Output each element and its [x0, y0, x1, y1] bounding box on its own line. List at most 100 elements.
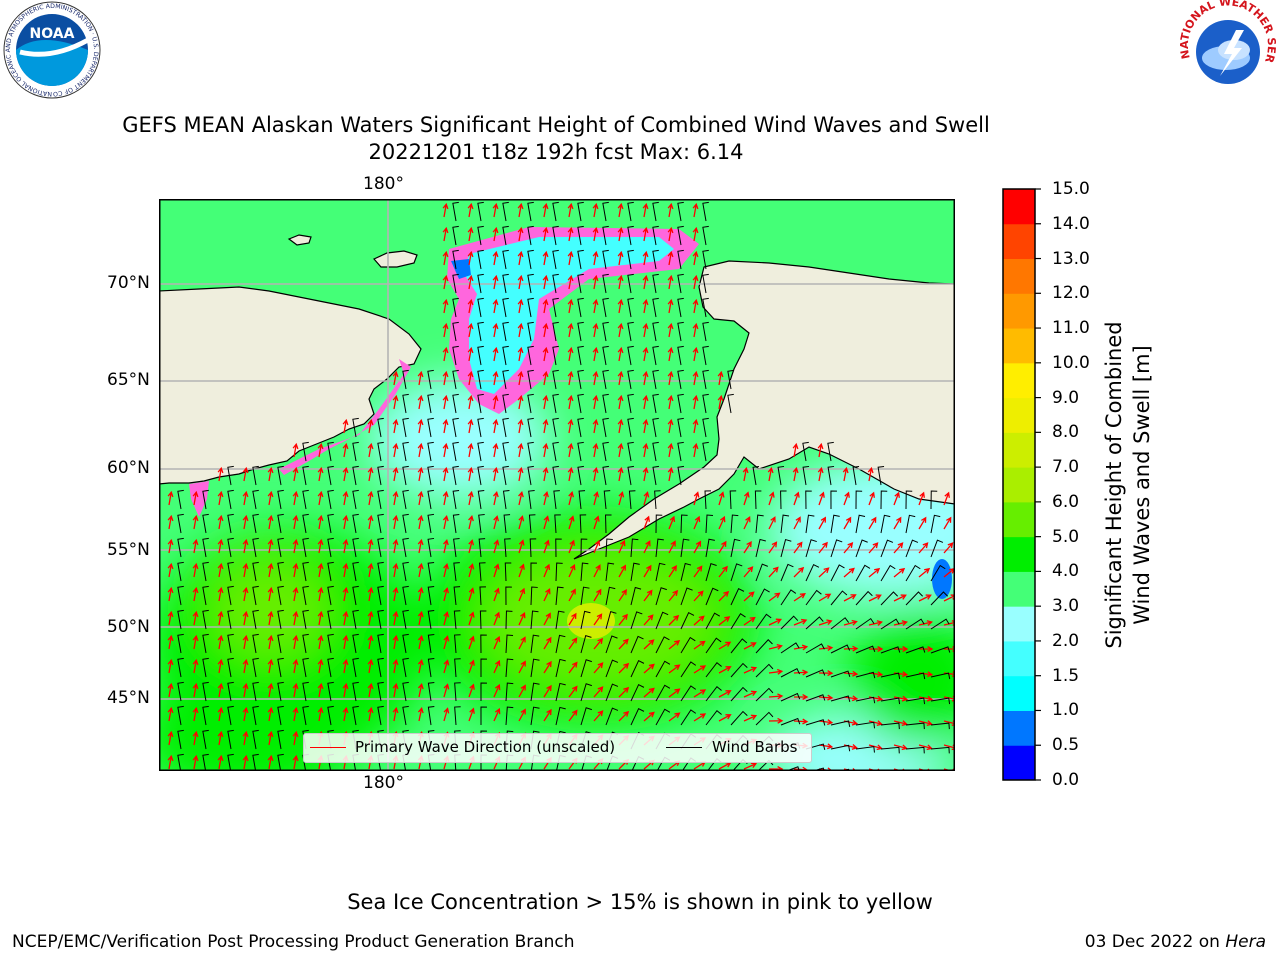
- wind-barb: [930, 672, 951, 680]
- wave-arrow: [818, 743, 834, 750]
- wind-barb: [802, 465, 810, 486]
- wind-barb: [453, 562, 460, 582]
- wave-arrow: [642, 394, 649, 410]
- wave-arrow: [592, 370, 599, 386]
- wind-barb: [427, 633, 435, 654]
- wave-arrow: [642, 370, 649, 386]
- lon-label-bottom: 180°: [363, 773, 404, 793]
- wave-arrow: [693, 689, 707, 698]
- wind-barb: [505, 634, 514, 654]
- wave-arrow: [417, 370, 424, 386]
- wind-barb: [477, 273, 484, 294]
- wind-barb: [352, 609, 359, 630]
- wave-arrow: [642, 418, 649, 434]
- wave-arrow: [618, 589, 627, 602]
- wave-arrow: [793, 718, 809, 725]
- wind-barb: [655, 611, 669, 630]
- wave-arrow: [543, 539, 550, 554]
- wind-barb: [202, 729, 209, 750]
- wind-barb: [352, 705, 359, 726]
- wave-arrow: [292, 730, 299, 746]
- wave-arrow: [442, 370, 449, 386]
- wind-barb: [754, 490, 762, 510]
- wave-arrow: [768, 643, 783, 650]
- wave-arrow: [267, 634, 274, 650]
- wind-barb: [730, 563, 743, 582]
- wind-barb: [302, 561, 309, 582]
- wave-arrow: [567, 322, 574, 338]
- wave-arrow: [493, 515, 500, 530]
- wind-barb: [830, 564, 845, 582]
- wave-arrow: [492, 346, 499, 362]
- wind-barb: [227, 513, 234, 534]
- wave-arrow: [267, 538, 274, 554]
- wave-arrow: [642, 298, 649, 314]
- wave-arrow: [643, 614, 654, 626]
- colorbar-tick-label: 8.0: [1052, 422, 1080, 443]
- wave-arrow: [317, 586, 324, 602]
- wind-barb: [805, 643, 825, 654]
- wave-arrow: [492, 490, 499, 506]
- wind-barb: [352, 513, 359, 534]
- wave-arrow: [342, 706, 349, 722]
- wind-barb: [177, 537, 184, 558]
- wave-arrow: [517, 250, 524, 266]
- wave-arrow: [642, 250, 649, 266]
- wave-arrow: [618, 686, 630, 698]
- wind-barb: [880, 490, 888, 510]
- wave-arrow: [617, 250, 624, 266]
- wind-barb: [780, 615, 799, 630]
- wave-arrow: [517, 394, 524, 410]
- wind-barb: [352, 561, 359, 582]
- wind-barb: [352, 465, 359, 486]
- wave-arrow: [743, 690, 758, 698]
- wave-arrow: [592, 226, 599, 242]
- map-legend: Primary Wave Direction (unscaled) Wind B…: [303, 733, 812, 763]
- wind-barb: [830, 644, 851, 654]
- wind-barb: [402, 465, 409, 486]
- wind-barb: [227, 681, 234, 702]
- wind-barb: [302, 489, 309, 510]
- wave-arrow: [593, 686, 604, 698]
- sea-ice: [189, 227, 699, 517]
- wind-barb: [452, 369, 459, 390]
- wind-barb: [553, 490, 560, 510]
- wind-barb: [327, 585, 334, 606]
- wind-barb: [505, 610, 513, 630]
- run-date-text: 03 Dec 2022 on: [1084, 932, 1226, 952]
- wave-arrow: [493, 635, 501, 650]
- wind-barb: [530, 634, 540, 654]
- wave-arrow: [817, 466, 824, 482]
- wave-arrow: [567, 418, 574, 434]
- wind-barb: [554, 514, 561, 534]
- wind-barb: [552, 369, 559, 390]
- wave-arrow: [592, 346, 599, 362]
- wind-barb: [930, 490, 938, 510]
- wave-arrow: [292, 634, 299, 650]
- wave-arrow: [918, 646, 934, 652]
- wind-barb: [427, 393, 434, 414]
- wave-arrow: [417, 562, 424, 578]
- wind-barb: [202, 489, 209, 510]
- wind-barb: [327, 609, 334, 630]
- wave-arrow: [868, 516, 877, 530]
- colorbar-cell: [1003, 536, 1035, 572]
- wind-barb: [780, 717, 801, 726]
- wind-barb: [843, 768, 850, 770]
- wind-barb: [454, 682, 461, 702]
- wind-barb: [302, 681, 309, 702]
- wind-barb: [453, 586, 461, 606]
- wind-barb: [555, 610, 565, 630]
- wave-arrow: [518, 660, 526, 674]
- wave-arrow: [868, 567, 881, 578]
- wave-arrow: [868, 542, 879, 554]
- wind-barb: [627, 441, 634, 462]
- wind-barb: [352, 417, 359, 438]
- wind-barb: [427, 465, 434, 486]
- wave-arrow: [592, 274, 599, 290]
- wave-arrow: [242, 514, 249, 530]
- wave-arrow: [317, 610, 324, 626]
- wave-arrow: [768, 618, 782, 626]
- wave-arrow: [167, 634, 174, 650]
- wind-barb: [452, 489, 460, 510]
